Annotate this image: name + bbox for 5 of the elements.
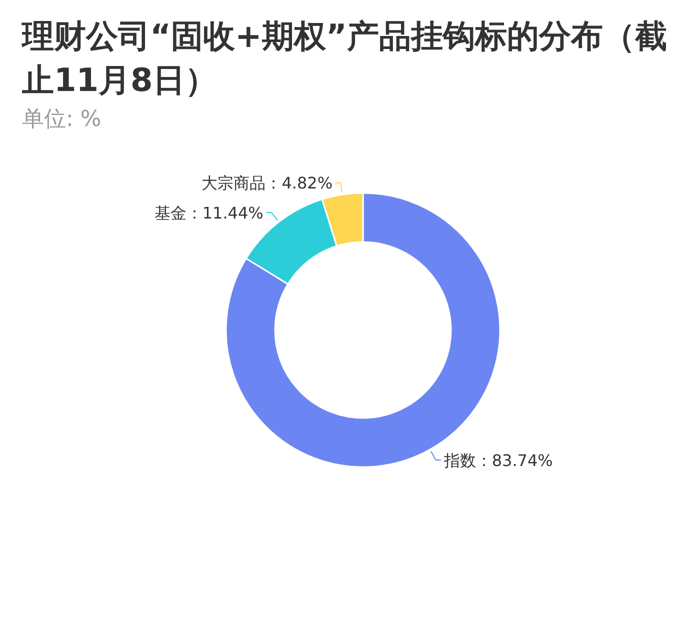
slice-label: 大宗商品：4.82% [202,174,333,193]
chart-subtitle: 单位: % [22,106,102,134]
slice-label: 指数：83.74% [442,450,553,470]
chart-title: 理财公司“固收+期权”产品挂钩标的分布（截止11月8日） [22,16,668,101]
slice-label: 基金：11.44% [154,203,264,222]
